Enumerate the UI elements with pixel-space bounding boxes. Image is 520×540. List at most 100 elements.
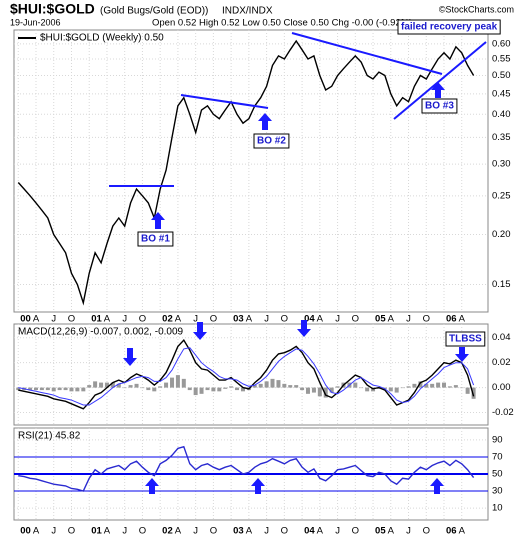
x-tick-label: O xyxy=(210,314,217,325)
histogram-bar xyxy=(235,387,240,391)
histogram-bar xyxy=(181,378,186,388)
trendline xyxy=(291,32,443,75)
histogram-bar xyxy=(229,386,234,388)
histogram-bar xyxy=(300,387,305,391)
histogram-bar xyxy=(436,382,441,388)
symbol: $HUI:$GOLD xyxy=(10,1,95,17)
y-tick-label: 0.50 xyxy=(492,70,511,81)
histogram-bar xyxy=(33,387,38,391)
histogram-bar xyxy=(465,387,470,394)
x-tick-label: 00 xyxy=(20,526,31,537)
y-tick-label: 0.00 xyxy=(492,382,511,393)
x-tick-label: J xyxy=(51,314,56,325)
up-arrow xyxy=(145,478,159,494)
annotation-box xyxy=(421,98,458,114)
x-tick-label: O xyxy=(352,314,359,325)
x-tick-label: 03 xyxy=(233,314,244,325)
down-arrow xyxy=(455,347,469,362)
x-tick-label: 00 xyxy=(20,314,31,325)
histogram-bar xyxy=(288,385,293,388)
x-tick-label: O xyxy=(68,526,75,537)
histogram-bar xyxy=(164,382,169,388)
histogram-bar xyxy=(264,381,269,388)
x-tick-label: A xyxy=(388,526,395,537)
up-arrow xyxy=(251,478,265,494)
histogram-bar xyxy=(240,387,245,392)
y-tick-label: 0.15 xyxy=(492,279,511,290)
x-tick-label: J xyxy=(264,314,269,325)
histogram-bar xyxy=(134,383,139,388)
x-tick-label: A xyxy=(104,526,111,537)
x-tick-label: J xyxy=(335,314,340,325)
y-tick-label: 10 xyxy=(492,503,503,514)
x-tick-label: 06 xyxy=(446,526,457,537)
histogram-bar xyxy=(424,383,429,388)
histogram-bar xyxy=(430,383,435,388)
x-tick-label: O xyxy=(139,314,146,325)
histogram-bar xyxy=(335,386,340,388)
x-tick-label: O xyxy=(423,526,430,537)
trendlines xyxy=(109,32,487,187)
legend-label: $HUI:$GOLD (Weekly) 0.50 xyxy=(40,33,164,44)
x-tick-label: O xyxy=(352,526,359,537)
annotation-box xyxy=(445,331,486,347)
histogram-bar xyxy=(28,387,33,391)
series-line xyxy=(18,347,475,406)
x-tick-label: J xyxy=(406,526,411,537)
x-tick-label: 04 xyxy=(304,314,315,325)
histogram-bar xyxy=(270,378,275,388)
panel xyxy=(13,323,489,426)
histogram-bar xyxy=(69,387,74,392)
y-tick-label: 0.40 xyxy=(492,109,511,120)
x-tick-label: A xyxy=(459,526,466,537)
histogram-bar xyxy=(51,387,56,392)
histogram-bar xyxy=(116,383,121,388)
histogram-bar xyxy=(223,387,228,389)
x-tick-label: J xyxy=(264,526,269,537)
x-tick-label: 05 xyxy=(375,314,386,325)
x-tick-label: J xyxy=(193,314,198,325)
histogram-bar xyxy=(252,385,257,388)
histogram-bar xyxy=(317,387,322,397)
y-tick-label: 0.35 xyxy=(492,132,511,143)
series-line xyxy=(17,39,475,306)
histogram-bar xyxy=(447,386,452,388)
y-tick-label: 70 xyxy=(492,451,503,462)
x-tick-label: 02 xyxy=(162,314,173,325)
legend-label: RSI(21) 45.82 xyxy=(18,431,81,442)
histogram-bar xyxy=(152,387,157,392)
x-tick-label: A xyxy=(388,314,395,325)
histogram-bar xyxy=(63,387,68,391)
x-tick-label: A xyxy=(317,314,324,325)
histogram-bar xyxy=(128,385,133,388)
histogram-bar xyxy=(442,382,447,388)
series-line xyxy=(18,339,475,410)
histogram-bar xyxy=(294,385,299,388)
y-tick-label: 30 xyxy=(492,486,503,497)
histogram-bar xyxy=(187,387,192,391)
histogram-bar xyxy=(353,382,358,388)
x-tick-label: 05 xyxy=(375,526,386,537)
histogram-bar xyxy=(418,381,423,388)
histogram-bar xyxy=(359,387,364,389)
series-line xyxy=(18,445,475,492)
histogram-bar xyxy=(110,382,115,388)
histogram-bar xyxy=(170,377,175,388)
x-tick-label: J xyxy=(335,526,340,537)
y-tick-label: -0.02 xyxy=(492,407,514,418)
x-tick-label: O xyxy=(423,314,430,325)
histogram-bar xyxy=(217,387,222,392)
x-tick-label: J xyxy=(122,314,127,325)
x-tick-label: O xyxy=(139,526,146,537)
y-tick-label: 0.25 xyxy=(492,190,511,201)
y-tick-label: 50 xyxy=(492,469,503,480)
plot-layer: 00 A J O 01 A J O 02 A J O 03 A J O 04 A J O 05 A J O 06 A0.600.5… xyxy=(13,19,514,537)
down-arrow xyxy=(297,320,311,337)
annotation: failed recovery peak xyxy=(401,22,498,33)
x-tick-label: O xyxy=(281,314,288,325)
histogram-bar xyxy=(104,382,109,388)
description: (Gold Bugs/Gold (EOD)) xyxy=(100,6,208,17)
x-tick-label: A xyxy=(175,526,182,537)
y-tick-label: 0.02 xyxy=(492,357,511,368)
